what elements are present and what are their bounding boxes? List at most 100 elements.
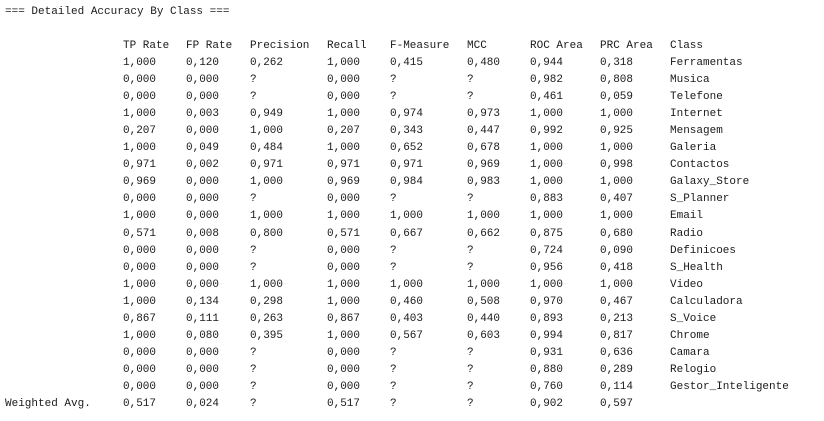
cell-fp-rate: 0,000 — [186, 381, 220, 393]
cell-class: Video — [670, 279, 704, 291]
cell-precision: 1,000 — [250, 125, 284, 137]
cell-recall: 1,000 — [327, 57, 361, 69]
cell-roc-area: 0,724 — [530, 245, 564, 257]
cell-class: Galeria — [670, 142, 717, 154]
cell-roc-area: 0,970 — [530, 296, 564, 308]
cell-mcc: ? — [467, 245, 474, 257]
cell-recall: 0,000 — [327, 74, 361, 86]
cell-fp-rate: 0,000 — [186, 210, 220, 222]
cell-mcc: ? — [467, 74, 474, 86]
cell-precision: 1,000 — [250, 279, 284, 291]
cell-prc-area: 0,467 — [600, 296, 634, 308]
cell-fp-rate: 0,000 — [186, 74, 220, 86]
cell-mcc: ? — [467, 364, 474, 376]
cell-f-measure: 0,343 — [390, 125, 424, 137]
cell-prc-area: 0,090 — [600, 245, 634, 257]
cell-precision: 0,395 — [250, 330, 284, 342]
cell-mcc: 1,000 — [467, 210, 501, 222]
cell-precision: ? — [250, 262, 257, 274]
cell-prc-area: 0,636 — [600, 347, 634, 359]
cell-roc-area: 0,883 — [530, 193, 564, 205]
header-f-measure: F-Measure — [390, 40, 450, 52]
cell-tp-rate: 0,000 — [123, 347, 157, 359]
weighted-fp-rate: 0,024 — [186, 398, 220, 410]
cell-precision: ? — [250, 245, 257, 257]
cell-mcc: 0,440 — [467, 313, 501, 325]
header-fp-rate: FP Rate — [186, 40, 233, 52]
cell-f-measure: ? — [390, 381, 397, 393]
cell-tp-rate: 0,000 — [123, 381, 157, 393]
cell-f-measure: 0,984 — [390, 176, 424, 188]
cell-precision: ? — [250, 91, 257, 103]
cell-f-measure: 0,567 — [390, 330, 424, 342]
cell-tp-rate: 1,000 — [123, 142, 157, 154]
header-mcc: MCC — [467, 40, 487, 52]
cell-recall: 1,000 — [327, 330, 361, 342]
cell-class: Email — [670, 210, 704, 222]
cell-roc-area: 0,982 — [530, 74, 564, 86]
cell-f-measure: 1,000 — [390, 210, 424, 222]
cell-fp-rate: 0,134 — [186, 296, 220, 308]
cell-tp-rate: 0,867 — [123, 313, 157, 325]
cell-precision: 0,971 — [250, 159, 284, 171]
cell-roc-area: 0,992 — [530, 125, 564, 137]
cell-recall: 0,969 — [327, 176, 361, 188]
cell-recall: 0,000 — [327, 262, 361, 274]
cell-class: Relogio — [670, 364, 717, 376]
cell-precision: 1,000 — [250, 210, 284, 222]
cell-mcc: 0,603 — [467, 330, 501, 342]
cell-f-measure: 0,652 — [390, 142, 424, 154]
cell-mcc: 0,447 — [467, 125, 501, 137]
cell-f-measure: ? — [390, 347, 397, 359]
cell-roc-area: 0,893 — [530, 313, 564, 325]
cell-f-measure: ? — [390, 262, 397, 274]
cell-fp-rate: 0,000 — [186, 262, 220, 274]
weighted-f-measure: ? — [390, 398, 397, 410]
cell-prc-area: 0,213 — [600, 313, 634, 325]
cell-roc-area: 1,000 — [530, 210, 564, 222]
header-precision: Precision — [250, 40, 310, 52]
cell-tp-rate: 0,571 — [123, 228, 157, 240]
cell-recall: 1,000 — [327, 142, 361, 154]
cell-fp-rate: 0,049 — [186, 142, 220, 154]
cell-roc-area: 0,875 — [530, 228, 564, 240]
cell-fp-rate: 0,000 — [186, 91, 220, 103]
cell-prc-area: 0,418 — [600, 262, 634, 274]
cell-precision: ? — [250, 74, 257, 86]
cell-fp-rate: 0,003 — [186, 108, 220, 120]
cell-mcc: 1,000 — [467, 279, 501, 291]
cell-mcc: 0,973 — [467, 108, 501, 120]
weighted-prc-area: 0,597 — [600, 398, 634, 410]
cell-roc-area: 0,956 — [530, 262, 564, 274]
cell-f-measure: 0,403 — [390, 313, 424, 325]
cell-tp-rate: 1,000 — [123, 108, 157, 120]
cell-recall: 0,571 — [327, 228, 361, 240]
cell-mcc: ? — [467, 193, 474, 205]
cell-prc-area: 0,289 — [600, 364, 634, 376]
cell-roc-area: 1,000 — [530, 159, 564, 171]
weighted-avg-label: Weighted Avg. — [5, 398, 91, 410]
cell-mcc: 0,480 — [467, 57, 501, 69]
cell-recall: 0,000 — [327, 381, 361, 393]
cell-f-measure: 0,460 — [390, 296, 424, 308]
cell-prc-area: 0,318 — [600, 57, 634, 69]
cell-recall: 1,000 — [327, 279, 361, 291]
cell-precision: ? — [250, 364, 257, 376]
cell-prc-area: 1,000 — [600, 210, 634, 222]
cell-recall: 0,000 — [327, 91, 361, 103]
cell-class: Radio — [670, 228, 704, 240]
cell-f-measure: ? — [390, 74, 397, 86]
cell-precision: 1,000 — [250, 176, 284, 188]
cell-tp-rate: 0,000 — [123, 364, 157, 376]
cell-class: Definicoes — [670, 245, 737, 257]
cell-tp-rate: 1,000 — [123, 330, 157, 342]
cell-tp-rate: 1,000 — [123, 279, 157, 291]
cell-mcc: 0,678 — [467, 142, 501, 154]
cell-prc-area: 0,808 — [600, 74, 634, 86]
cell-precision: 0,263 — [250, 313, 284, 325]
cell-prc-area: 1,000 — [600, 279, 634, 291]
cell-recall: 1,000 — [327, 210, 361, 222]
cell-roc-area: 1,000 — [530, 142, 564, 154]
cell-precision: ? — [250, 193, 257, 205]
cell-roc-area: 0,994 — [530, 330, 564, 342]
